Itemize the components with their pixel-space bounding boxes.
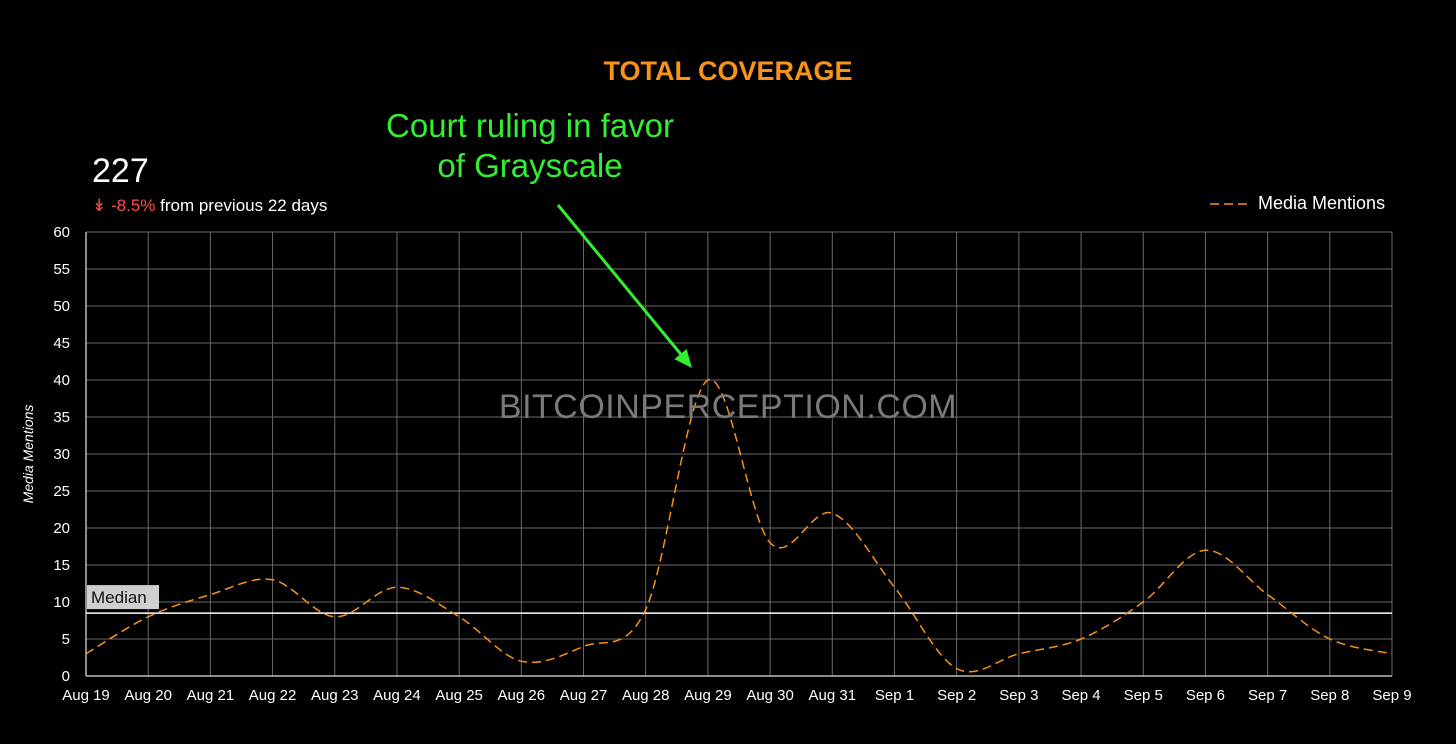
y-tick-label: 45 [53,335,70,352]
y-tick-label: 15 [53,557,70,574]
down-arrow-icon: ↡ [92,196,107,215]
x-tick-label: Sep 8 [1310,687,1349,704]
x-tick-label: Aug 28 [622,687,670,704]
y-tick-label: 55 [53,261,70,278]
change-percent: -8.5% [110,196,156,215]
x-tick-label: Sep 7 [1248,687,1287,704]
annotation-line-2: of Grayscale [437,147,623,184]
x-tick-label: Aug 20 [124,687,172,704]
y-tick-label: 0 [62,668,70,685]
median-group: Median [86,585,1392,614]
total-count: 227 [92,152,149,190]
x-tick-label: Aug 19 [62,687,110,704]
change-text: from previous 22 days [155,196,328,215]
x-tick-label: Aug 27 [560,687,608,704]
x-tick-label: Aug 24 [373,687,421,704]
x-tick-label: Aug 26 [498,687,546,704]
change-summary: ↡ -8.5% from previous 22 days [92,196,327,216]
series-line-media-mentions [85,379,1393,673]
median-label: Median [91,588,147,607]
x-tick-label: Aug 31 [809,687,857,704]
chart-title: TOTAL COVERAGE [603,56,853,86]
x-tick-label: Sep 1 [875,687,914,704]
x-tick-label: Sep 6 [1186,687,1225,704]
x-tick-label: Aug 23 [311,687,359,704]
x-axis-ticks: Aug 19 Aug 20 Aug 21 Aug 22 Aug 23 Aug 24 Aug … [62,687,1411,704]
grid [85,231,1393,677]
y-tick-label: 5 [62,631,70,648]
x-tick-label: Sep 2 [937,687,976,704]
y-tick-label: 30 [53,446,70,463]
y-axis-label: Media Mentions [20,405,36,504]
x-tick-label: Aug 25 [435,687,483,704]
y-tick-label: 40 [53,372,70,389]
y-tick-label: 10 [53,594,70,611]
annotation-arrow-head [674,349,692,368]
legend-label: Media Mentions [1258,193,1386,213]
x-tick-label: Sep 4 [1061,687,1100,704]
x-tick-label: Aug 21 [187,687,235,704]
y-tick-label: 60 [53,224,70,241]
annotation-arrow-shaft [556,204,686,359]
y-tick-label: 25 [53,483,70,500]
x-tick-label: Aug 30 [746,687,794,704]
series-group [85,379,1393,673]
x-tick-label: Aug 22 [249,687,297,704]
x-tick-label: Sep 3 [999,687,1038,704]
legend-dashed-line-icon [1210,202,1250,205]
y-tick-label: 20 [53,520,70,537]
y-tick-label: 50 [53,298,70,315]
x-tick-label: Sep 9 [1372,687,1411,704]
x-tick-label: Aug 29 [684,687,732,704]
y-tick-label: 35 [53,409,70,426]
median-label-box [87,585,159,610]
watermark: BITCOINPERCEPTION.COM [498,388,958,426]
x-tick-label: Sep 5 [1124,687,1163,704]
legend: Media Mentions [1210,193,1385,214]
y-axis-ticks: 0 5 10 15 20 25 30 35 40 45 50 55 60 [53,224,70,685]
annotation-line-1: Court ruling in favor [386,107,674,144]
annotation-text: Court ruling in favor of Grayscale [340,106,720,186]
annotation-arrow [556,204,692,368]
